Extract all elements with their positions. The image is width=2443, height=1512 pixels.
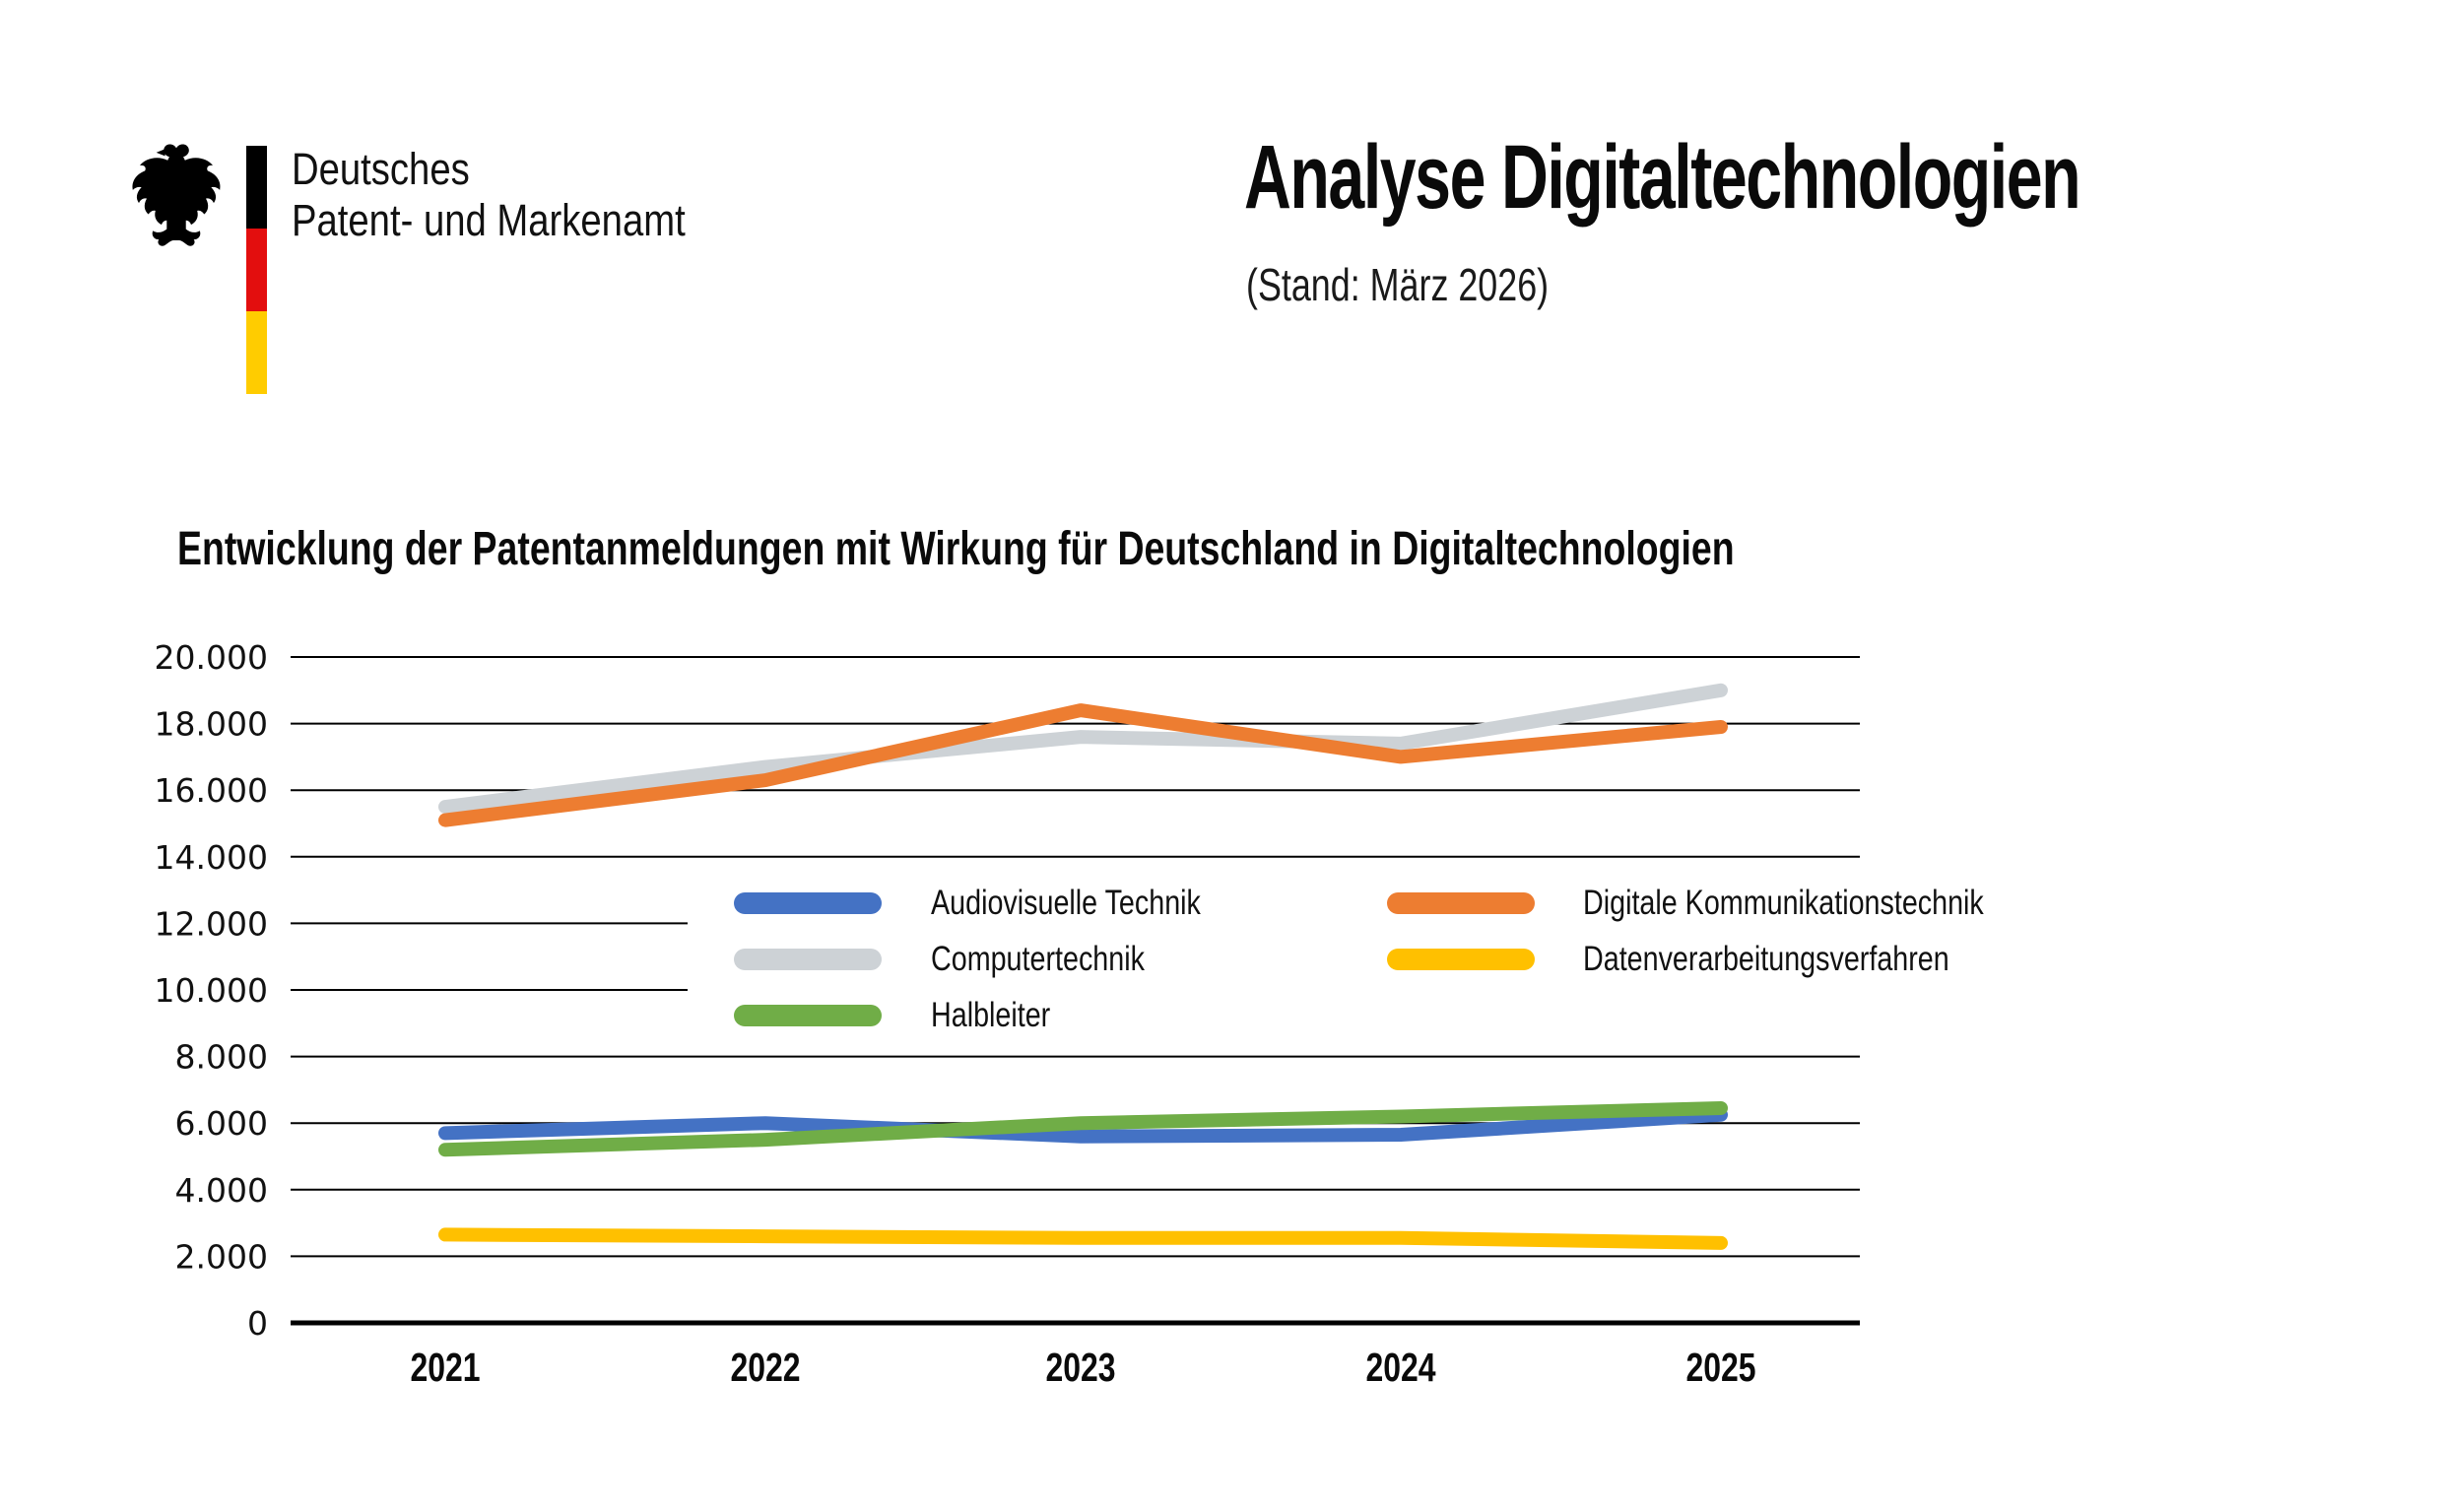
series-line-audiovisuelle-technik: [438, 1107, 1728, 1144]
x-tick-label: 2021: [410, 1345, 480, 1390]
legend-swatch: [1387, 949, 1535, 970]
legend-label: Audiovisuelle Technik: [931, 884, 1201, 922]
y-tick-label: 4.000: [175, 1171, 268, 1210]
chart-legend: Audiovisuelle Technik Computertechnik Halb…: [690, 879, 1984, 1044]
y-tick-label: 20.000: [155, 638, 268, 677]
y-tick-label: 10.000: [155, 971, 268, 1010]
flag-red-segment: [246, 229, 267, 311]
x-tick-label: 2025: [1685, 1345, 1755, 1390]
flag-bar: [246, 146, 267, 394]
y-tick-label: 6.000: [175, 1104, 268, 1143]
legend-label: Computertechnik: [931, 940, 1145, 978]
x-tick-label: 2023: [1045, 1345, 1115, 1390]
org-name: Deutsches Patent- und Markenamt: [292, 144, 755, 246]
y-tick-label: 12.000: [155, 904, 268, 943]
legend-swatch: [1387, 892, 1535, 914]
y-tick-label: 18.000: [155, 705, 268, 744]
org-name-line2: Patent- und Markenamt: [292, 195, 686, 245]
legend-label: Datenverarbeitungsverfahren: [1583, 940, 1949, 978]
chart-title: Entwicklung der Patentanmeldungen mit Wi…: [177, 523, 1735, 575]
y-tick-label: 8.000: [175, 1038, 268, 1077]
legend-swatch: [734, 1005, 882, 1026]
series-line-computertechnik: [438, 683, 1728, 815]
legend-label: Halbleiter: [931, 996, 1051, 1034]
series-line-datenverarbeitungsverfahren: [438, 1227, 1728, 1250]
y-tick-label: 14.000: [155, 838, 268, 877]
legend-swatch: [734, 892, 882, 914]
federal-eagle-icon: [132, 144, 221, 246]
x-tick-label: 2022: [730, 1345, 800, 1390]
x-tick-label: 2024: [1365, 1345, 1436, 1390]
series-line-halbleiter: [438, 1100, 1728, 1157]
y-tick-label: 16.000: [155, 771, 268, 810]
flag-black-segment: [246, 146, 267, 229]
page-subtitle: (Stand: März 2026): [1246, 259, 1550, 310]
dpma-logo: [124, 138, 229, 254]
page-title: Analyse Digitaltechnologien: [1244, 127, 2081, 228]
y-tick-label: 0: [247, 1304, 268, 1343]
flag-gold-segment: [246, 311, 267, 394]
y-tick-label: 2.000: [175, 1237, 268, 1276]
legend-swatch: [734, 949, 882, 970]
org-name-line1: Deutsches: [292, 144, 470, 194]
legend-label: Digitale Kommunikationstechnik: [1583, 884, 1984, 922]
series-line-digitale-kommunikationstechnik: [438, 703, 1728, 827]
